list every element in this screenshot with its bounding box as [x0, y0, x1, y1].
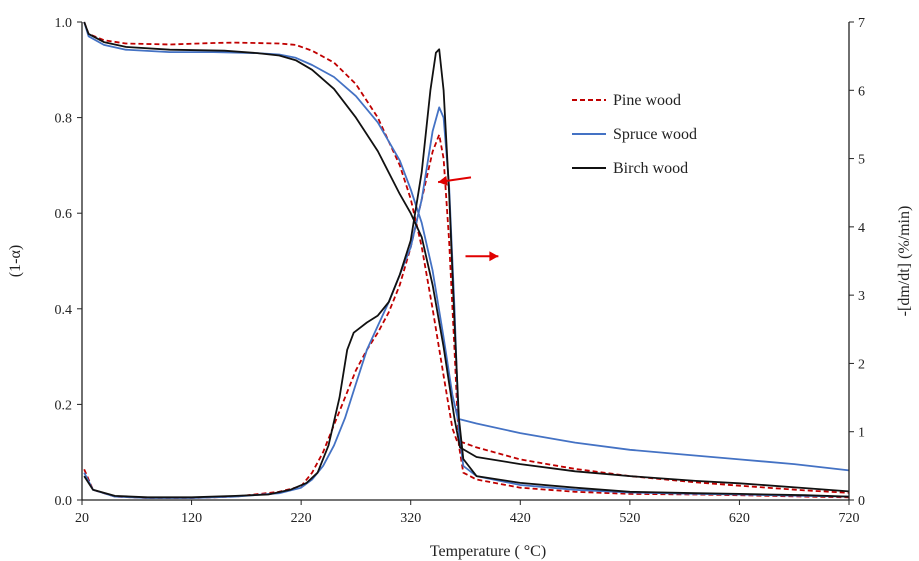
- legend: Pine wood Spruce wood Birch wood: [572, 92, 697, 177]
- y-left-tick-label: 1.0: [55, 16, 73, 31]
- legend-label-spruce: Spruce wood: [613, 126, 697, 143]
- arrow-left-head: [438, 175, 448, 186]
- series-spruce-wood-conversion-line: [83, 21, 850, 472]
- series-birch-wood-dtg-line: [83, 48, 850, 499]
- y-right-tick-label: 4: [858, 221, 865, 236]
- series-layer: [83, 21, 850, 499]
- y-right-axis-title: -[dm/dt] (%/min): [896, 206, 913, 317]
- legend-label-birch: Birch wood: [613, 160, 688, 177]
- x-tick-label: 520: [619, 511, 640, 526]
- y-right-tick-label: 7: [858, 16, 865, 31]
- annotation-layer: [437, 175, 499, 262]
- y-left-tick-label: 0.8: [55, 112, 73, 127]
- y-right-tick-label: 6: [858, 84, 865, 99]
- axes-layer: 20 120 220 320 420 520 620 7200.00.20.40.60.81.…: [55, 16, 866, 526]
- y-left-tick-label: 0.2: [55, 398, 73, 413]
- series-spruce-wood-dtg-line: [83, 106, 850, 499]
- x-tick-label: 720: [839, 511, 860, 526]
- arrow-right-head: [489, 251, 499, 262]
- x-axis-title: Temperature ( °C): [430, 543, 546, 560]
- y-left-tick-label: 0.0: [55, 494, 73, 509]
- y-right-tick-label: 1: [858, 426, 865, 441]
- x-tick-label: 420: [510, 511, 531, 526]
- x-tick-label: 620: [729, 511, 750, 526]
- y-right-tick-label: 0: [858, 494, 865, 509]
- x-tick-label: 220: [291, 511, 312, 526]
- series-pine-wood-dtg-line: [83, 133, 850, 499]
- y-left-tick-label: 0.4: [55, 303, 73, 318]
- series-birch-wood-conversion-line: [83, 21, 850, 493]
- series-pine-wood-conversion-line: [83, 21, 850, 494]
- x-tick-label: 320: [400, 511, 421, 526]
- y-right-tick-label: 3: [858, 289, 865, 304]
- y-left-axis-title: (1-α): [7, 245, 24, 277]
- y-left-tick-label: 0.6: [55, 207, 73, 222]
- x-tick-label: 120: [181, 511, 202, 526]
- legend-label-pine: Pine wood: [613, 92, 681, 109]
- x-tick-label: 20: [75, 511, 89, 526]
- y-right-tick-label: 5: [858, 153, 865, 168]
- y-right-tick-label: 2: [858, 357, 865, 372]
